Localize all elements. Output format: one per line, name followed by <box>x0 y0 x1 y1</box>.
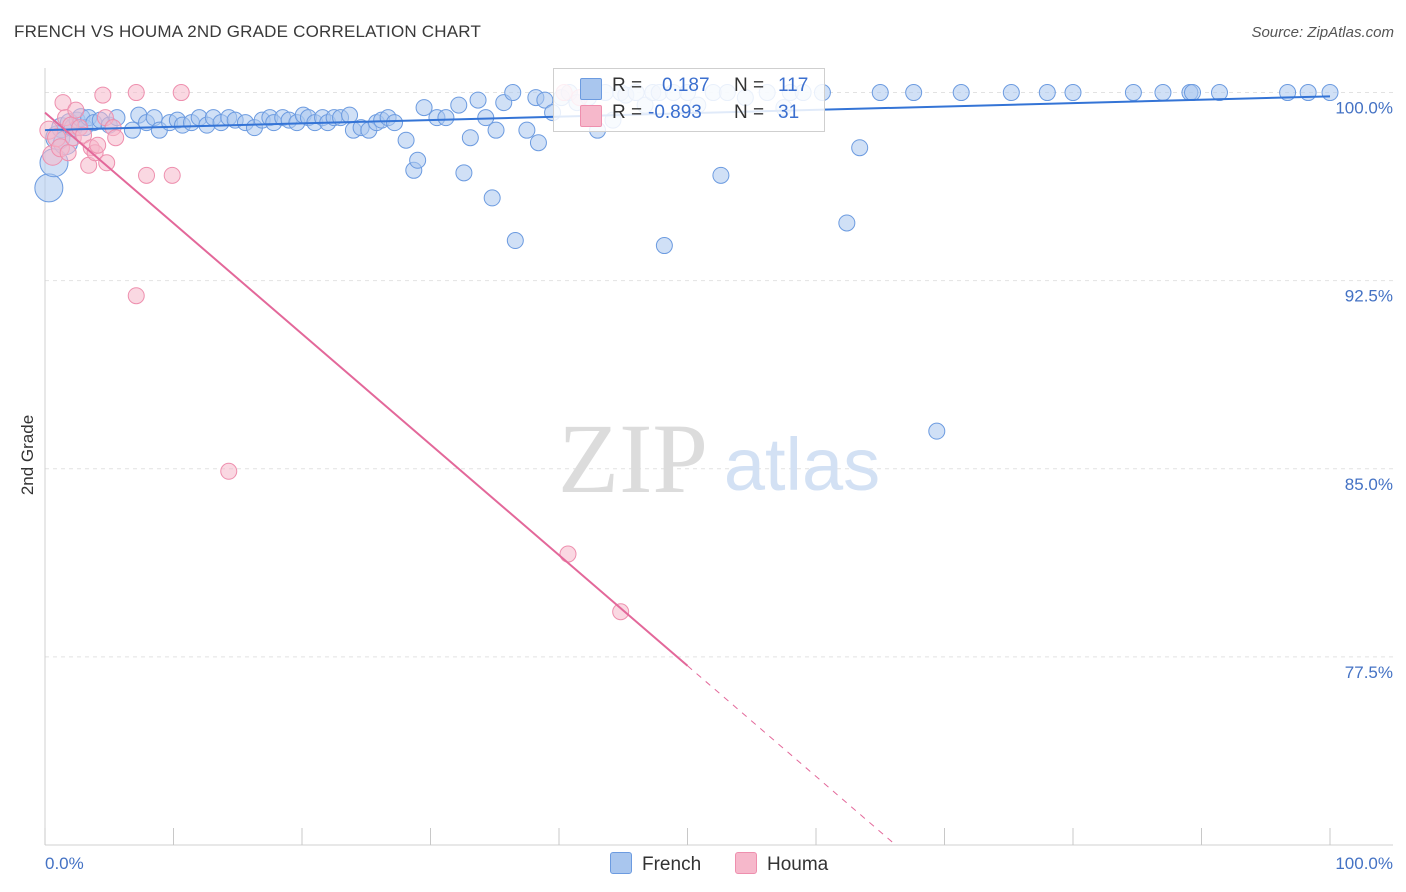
houma-point <box>89 136 107 154</box>
bottom-legend-houma-label: Houma <box>767 854 829 875</box>
french-point <box>450 96 468 114</box>
legend-french-r-label: R = <box>612 75 643 96</box>
french-point <box>1184 84 1202 102</box>
bottom-legend-swatch-houma <box>735 852 757 874</box>
french-point <box>487 121 505 139</box>
french-point <box>1299 84 1317 102</box>
axis-layer <box>44 68 1393 846</box>
legend-french-r-value: 0.187 <box>662 75 710 96</box>
french-point <box>952 84 970 102</box>
houma-trend-line <box>44 111 689 667</box>
houma-point <box>138 166 156 184</box>
houma-point <box>67 101 85 119</box>
y-tick-label: 77.5% <box>1345 663 1393 682</box>
houma-point <box>559 545 577 563</box>
houma-trend-extension <box>687 665 896 846</box>
french-point <box>536 91 554 109</box>
chart-title: FRENCH VS HOUMA 2ND GRADE CORRELATION CH… <box>14 22 482 41</box>
houma-point <box>163 166 181 184</box>
bottom-legend-houma: Houma <box>735 852 828 876</box>
houma-point <box>94 86 112 104</box>
houma-point <box>127 287 145 305</box>
legend-houma-n-label: N = <box>734 102 765 123</box>
legend-french-n-label: N = <box>734 75 765 96</box>
french-point <box>1064 84 1082 102</box>
legend-houma-r-label: R = <box>612 102 643 123</box>
legend-houma-r-value: -0.893 <box>648 102 702 123</box>
bottom-legend-french-label: French <box>642 854 702 875</box>
legend-row-french: R = 0.187 N = 117 <box>554 75 824 101</box>
legend-swatch-houma <box>580 105 602 127</box>
french-point <box>871 84 889 102</box>
legend-row-houma: R = -0.893 N = 31 <box>554 102 824 128</box>
x-tick-label: 0.0% <box>45 854 84 873</box>
french-point <box>415 99 433 117</box>
y-tick-label: 85.0% <box>1345 475 1393 494</box>
french-point <box>409 151 427 169</box>
french-point <box>483 189 501 207</box>
houma-point <box>75 126 93 144</box>
french-point <box>905 84 923 102</box>
french-point <box>838 214 856 232</box>
houma-point <box>127 84 145 102</box>
houma-point <box>59 144 77 162</box>
bottom-legend-swatch-french <box>610 852 632 874</box>
french-point <box>928 422 946 440</box>
french-point <box>518 121 536 139</box>
watermark-zip: ZIP <box>558 403 708 514</box>
legend-french-n-value: 117 <box>778 75 809 96</box>
french-point <box>469 91 487 109</box>
watermark: ZIP atlas <box>558 403 880 514</box>
french-point <box>529 134 547 152</box>
houma-point <box>220 462 238 480</box>
tick-labels: 100.0% 92.5% 85.0% 77.5% 0.0% 100.0% <box>45 99 1393 873</box>
french-point <box>386 114 404 132</box>
x-tick-label: 100.0% <box>1335 854 1393 873</box>
houma-point <box>612 603 630 621</box>
watermark-atlas: atlas <box>724 423 880 506</box>
y-tick-label: 92.5% <box>1345 287 1393 306</box>
y-tick-label: 100.0% <box>1335 99 1393 118</box>
legend-houma-n-value: 31 <box>778 102 800 123</box>
houma-point <box>107 129 125 147</box>
french-point <box>506 232 524 250</box>
french-point <box>504 84 522 102</box>
correlation-legend: R = 0.187 N = 117 R = -0.893 N = 31 <box>553 68 825 132</box>
french-point <box>712 166 730 184</box>
french-point <box>397 131 415 149</box>
french-point <box>1124 84 1142 102</box>
houma-point <box>172 84 190 102</box>
french-point <box>1154 84 1172 102</box>
french-point <box>34 173 64 203</box>
french-point <box>455 164 473 182</box>
french-point <box>1210 84 1228 102</box>
french-point <box>851 139 869 157</box>
french-point <box>437 109 455 127</box>
source-label: Source: ZipAtlas.com <box>1251 24 1394 41</box>
french-point <box>1002 84 1020 102</box>
french-point <box>341 106 359 124</box>
french-point <box>1038 84 1056 102</box>
french-point <box>655 237 673 255</box>
bottom-legend-french: French <box>610 852 701 876</box>
points-layer <box>34 84 1339 621</box>
legend-swatch-french <box>580 78 602 100</box>
french-point <box>461 129 479 147</box>
french-point <box>123 121 141 139</box>
houma-point <box>98 154 116 172</box>
